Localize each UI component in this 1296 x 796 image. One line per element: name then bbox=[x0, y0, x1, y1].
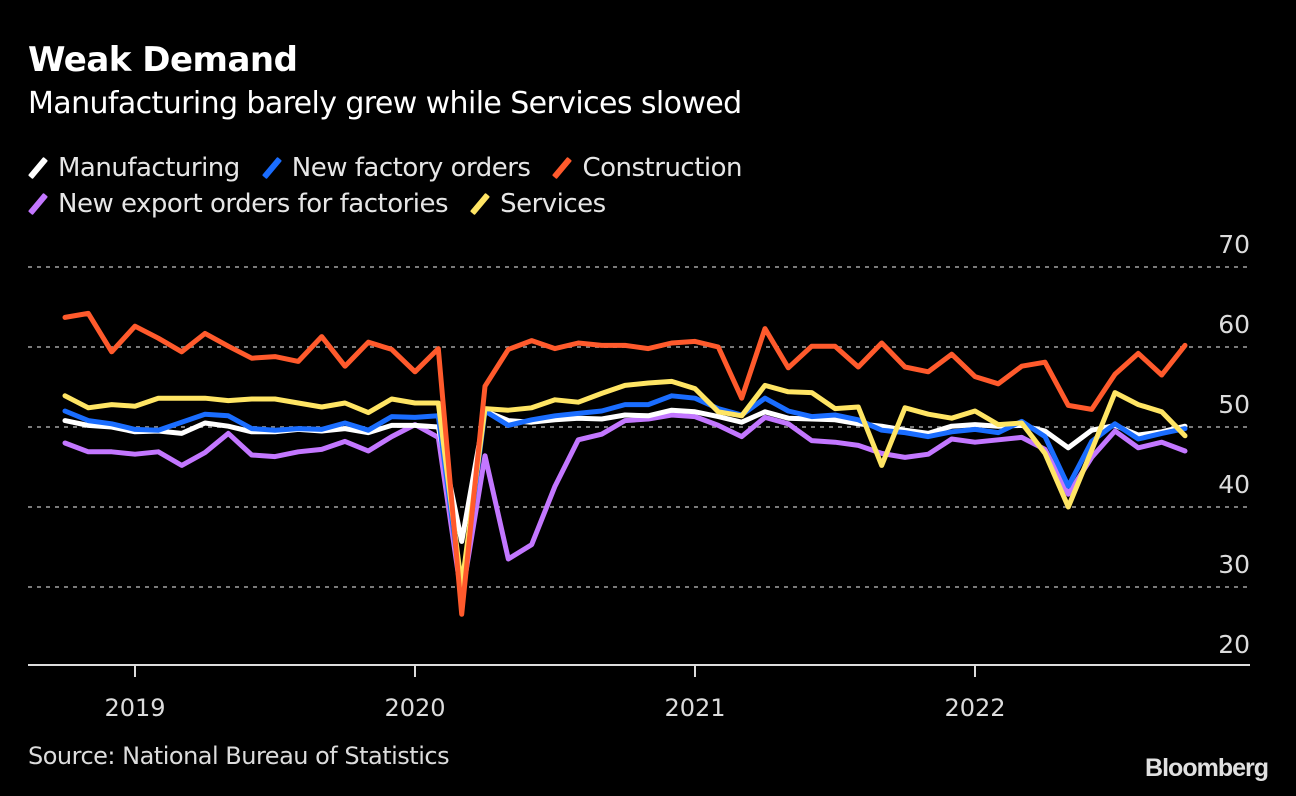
legend-label: Manufacturing bbox=[58, 153, 240, 183]
series-line-construction bbox=[62, 310, 1188, 617]
series-line-new-factory-orders bbox=[62, 393, 1188, 596]
legend-item-new-factory-orders: New factory orders bbox=[262, 153, 531, 183]
bloomberg-logo: Bloomberg bbox=[1145, 754, 1269, 782]
y-tick-label: 20 bbox=[1218, 630, 1250, 659]
legend-item-manufacturing: Manufacturing bbox=[28, 153, 240, 183]
chart-title: Weak Demand bbox=[28, 40, 298, 80]
x-tick-label: 2020 bbox=[384, 694, 445, 722]
y-axis-ticks: 20 30 40 50 60 70 bbox=[1218, 230, 1250, 659]
series-line-manufacturing bbox=[62, 407, 1188, 544]
series-line-services bbox=[62, 378, 1188, 589]
y-tick-label: 70 bbox=[1218, 230, 1250, 259]
y-tick-label: 40 bbox=[1218, 470, 1250, 499]
chart-subtitle: Manufacturing barely grew while Services… bbox=[28, 86, 742, 121]
x-axis: 2019 2020 2021 2022 bbox=[28, 664, 1250, 722]
series-lines bbox=[62, 310, 1188, 617]
legend-label: New export orders for factories bbox=[58, 189, 449, 219]
series-line-new-export-orders-for-factories bbox=[62, 412, 1188, 600]
legend-item-construction: Construction bbox=[552, 153, 742, 183]
legend-label: New factory orders bbox=[291, 153, 531, 183]
x-tick-label: 2022 bbox=[944, 694, 1005, 722]
x-tick-label: 2021 bbox=[664, 694, 725, 722]
source-note: Source: National Bureau of Statistics bbox=[28, 742, 450, 770]
legend: Manufacturing New factory orders Constru… bbox=[28, 150, 1128, 222]
legend-label: Construction bbox=[582, 153, 743, 183]
x-tick-label: 2019 bbox=[104, 694, 165, 722]
legend-item-services: Services bbox=[470, 189, 606, 219]
legend-row-2: New export orders for factories Services bbox=[28, 186, 1128, 222]
legend-label: Services bbox=[500, 189, 606, 219]
legend-row-1: Manufacturing New factory orders Constru… bbox=[28, 150, 1128, 186]
y-tick-label: 50 bbox=[1218, 390, 1250, 419]
y-tick-label: 30 bbox=[1218, 550, 1250, 579]
legend-item-new-export-orders: New export orders for factories bbox=[28, 189, 449, 219]
y-tick-label: 60 bbox=[1218, 310, 1250, 339]
grid-lines bbox=[28, 266, 1250, 588]
